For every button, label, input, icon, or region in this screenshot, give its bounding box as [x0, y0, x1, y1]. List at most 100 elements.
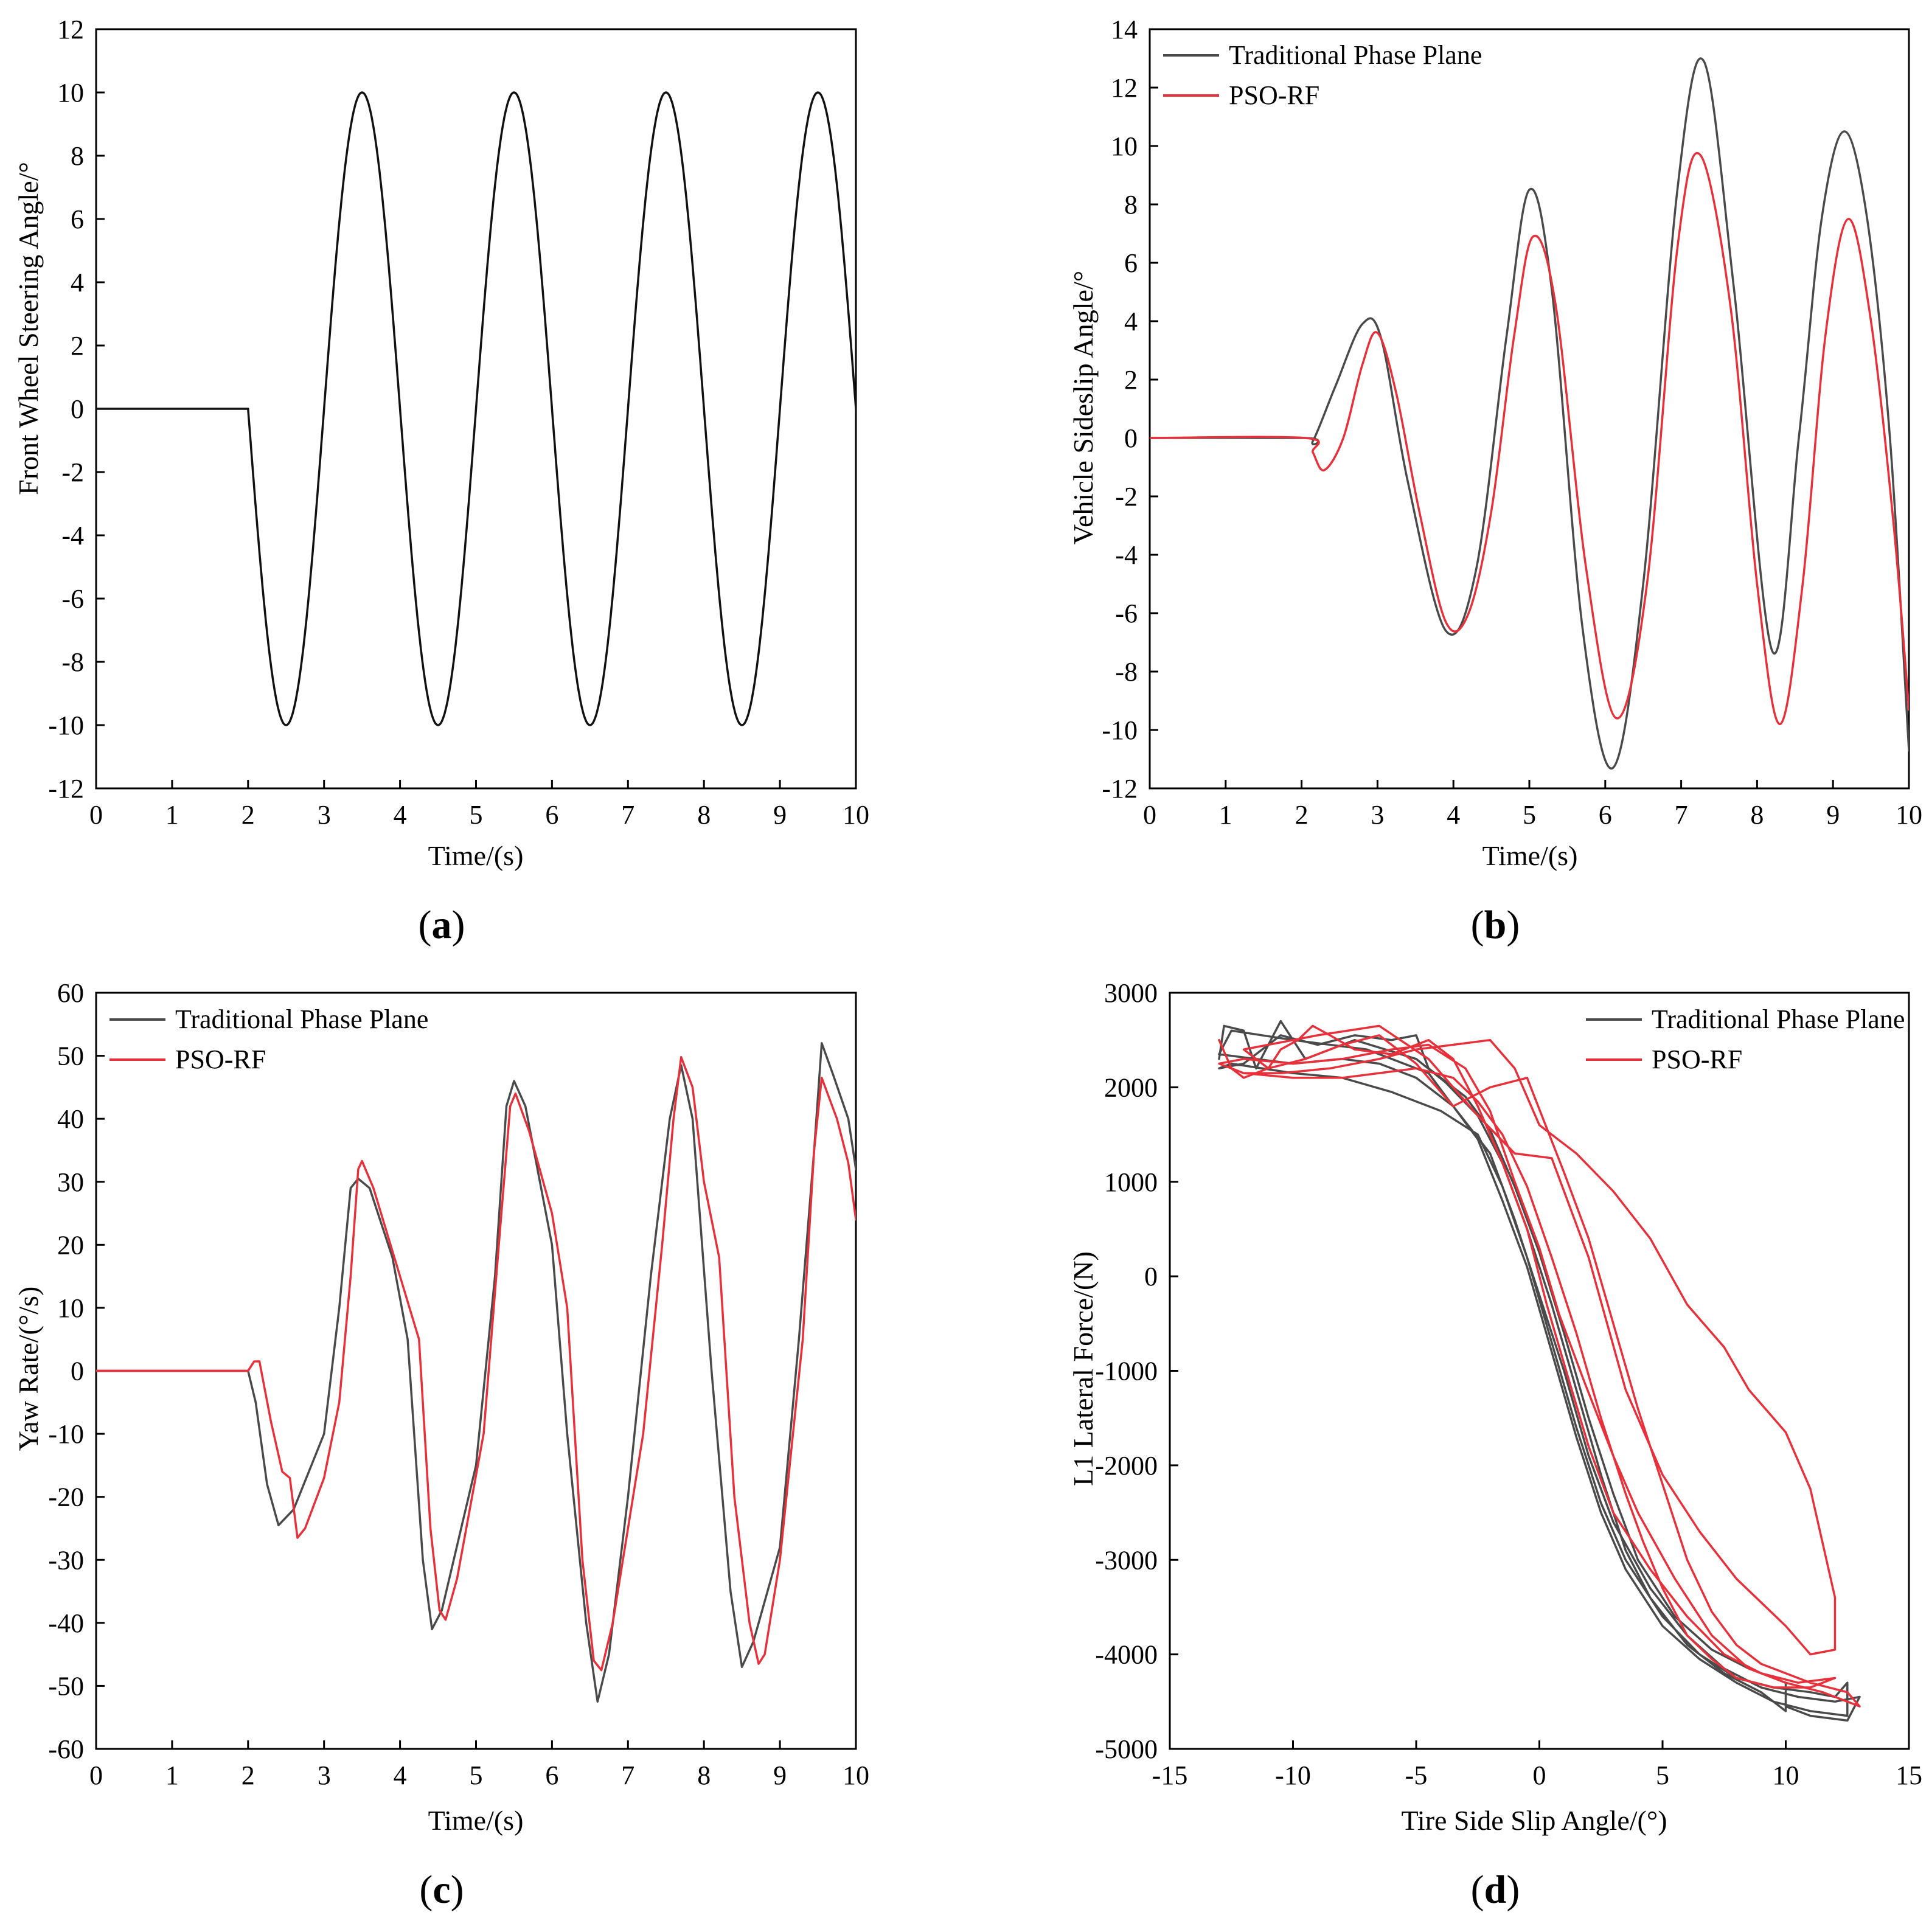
xtick-label-c: 1: [165, 1760, 179, 1790]
xtick-label-c: 4: [394, 1760, 407, 1790]
xtick-label-b: 4: [1447, 800, 1460, 830]
xtick-label-b: 9: [1826, 800, 1840, 830]
series-line-b-pso-rf: [1150, 151, 1909, 726]
xtick-label-d: 15: [1896, 1760, 1922, 1790]
xtick-label-b: 7: [1675, 800, 1688, 830]
ytick-label-b: 10: [1111, 131, 1138, 161]
ytick-label-c: 0: [71, 1357, 84, 1386]
ytick-label-a: 6: [71, 204, 84, 234]
xtick-label-a: 2: [242, 800, 255, 830]
xtick-label-b: 10: [1896, 800, 1922, 830]
ytick-label-a: -2: [61, 457, 84, 487]
xtick-label-a: 10: [843, 800, 869, 830]
xtick-label-a: 4: [394, 800, 407, 830]
ytick-label-c: -60: [48, 1734, 84, 1764]
xtick-label-c: 9: [773, 1760, 787, 1790]
xtick-label-b: 0: [1143, 800, 1156, 830]
xtick-label-a: 0: [89, 800, 103, 830]
ytick-label-a: 8: [71, 141, 84, 171]
ytick-label-d: -2000: [1095, 1451, 1158, 1481]
chart-panel-c: Yaw Rate/(°/s) Time/(s) (c) 0 1 2 3 4 5 6 7 8 9 10…: [13, 978, 869, 1912]
xtick-label-b: 2: [1295, 800, 1309, 830]
series-line-d-traditional: [1218, 1020, 1861, 1722]
legend-label-c: Traditional Phase Plane: [175, 1004, 428, 1034]
ytick-label-a: 12: [57, 15, 84, 44]
xtick-label-d: -5: [1405, 1760, 1428, 1790]
panel-label-c: (c): [419, 1868, 464, 1912]
series-group-b: [1150, 57, 1909, 770]
xtick-label-d: 10: [1773, 1760, 1799, 1790]
ytick-label-d: 2000: [1104, 1072, 1158, 1102]
ytick-label-d: -3000: [1095, 1545, 1158, 1575]
xtick-label-d: -15: [1152, 1760, 1188, 1790]
xtick-label-c: 0: [89, 1760, 103, 1790]
ytick-label-a: 10: [57, 78, 84, 108]
ytick-label-d: 0: [1144, 1262, 1158, 1291]
legend-label-b: PSO-RF: [1229, 80, 1319, 110]
ytick-label-b: 14: [1111, 15, 1138, 44]
panel-label-b: (b): [1471, 903, 1520, 947]
ytick-label-a: -4: [61, 521, 84, 551]
xtick-label-c: 5: [470, 1760, 483, 1790]
legend-label-c: PSO-RF: [175, 1044, 266, 1074]
ytick-label-b: -4: [1115, 540, 1138, 570]
panel-label-d-letter: d: [1484, 1868, 1507, 1912]
series-group-d: [1218, 1020, 1861, 1722]
xtick-label-a: 9: [773, 800, 787, 830]
xtick-label-c: 6: [545, 1760, 558, 1790]
ytick-label-d: -4000: [1095, 1640, 1158, 1670]
ytick-label-b: 12: [1111, 73, 1138, 103]
xtick-label-b: 3: [1371, 800, 1384, 830]
series-line-c-pso-rf: [96, 1055, 856, 1672]
ytick-label-a: 0: [71, 394, 84, 424]
legend-label-d: PSO-RF: [1652, 1044, 1742, 1074]
ytick-label-c: -30: [48, 1545, 84, 1575]
ytick-label-c: 60: [57, 978, 84, 1008]
ytick-label-d: 3000: [1104, 978, 1158, 1008]
series-group-a: [96, 91, 856, 726]
xtick-label-d: 0: [1533, 1760, 1546, 1790]
xtick-label-a: 6: [545, 800, 558, 830]
xtick-label-a: 7: [621, 800, 634, 830]
ytick-label-c: 10: [57, 1293, 84, 1323]
ytick-label-b: -6: [1115, 599, 1138, 628]
xtick-label-a: 3: [318, 800, 331, 830]
xtick-label-c: 7: [621, 1760, 634, 1790]
xtick-label-c: 10: [843, 1760, 869, 1790]
ytick-label-c: -20: [48, 1482, 84, 1512]
xtick-label-c: 2: [242, 1760, 255, 1790]
xtick-label-d: -10: [1275, 1760, 1311, 1790]
ytick-label-b: 0: [1124, 423, 1138, 453]
ytick-label-d: -5000: [1095, 1734, 1158, 1764]
ylabel-b: Vehicle Sideslip Angle/°: [1068, 271, 1099, 544]
series-line-a-traditional: [96, 91, 856, 726]
ylabel-a: Front Wheel Steering Angle/°: [13, 162, 44, 495]
chart-panel-a: Front Wheel Steering Angle/° Time/(s) (a…: [13, 15, 869, 947]
ytick-label-b: -12: [1102, 774, 1138, 804]
ytick-label-b: 4: [1124, 307, 1138, 336]
ytick-label-c: 40: [57, 1104, 84, 1134]
ytick-label-b: -8: [1115, 657, 1138, 687]
ytick-label-d: 1000: [1104, 1167, 1158, 1197]
panel-label-d: (d): [1471, 1868, 1520, 1912]
ytick-label-b: 8: [1124, 190, 1138, 220]
ytick-label-a: -8: [61, 647, 84, 677]
ytick-label-c: -40: [48, 1608, 84, 1638]
panel-label-a: (a): [419, 903, 465, 947]
ytick-label-a: 2: [71, 331, 84, 361]
panel-label-a-letter: a: [432, 903, 452, 947]
xtick-label-a: 5: [470, 800, 483, 830]
ytick-label-d: -1000: [1095, 1357, 1158, 1386]
xtick-label-d: 5: [1656, 1760, 1669, 1790]
legend-label-d: Traditional Phase Plane: [1652, 1004, 1905, 1034]
xtick-label-b: 8: [1750, 800, 1764, 830]
legend-label-b: Traditional Phase Plane: [1229, 40, 1482, 70]
panel-label-c-letter: c: [433, 1868, 450, 1912]
series-group-c: [96, 1042, 856, 1703]
series-line-b-traditional: [1150, 57, 1909, 770]
xlabel-b: Time/(s): [1482, 840, 1578, 871]
panel-label-b-letter: b: [1484, 903, 1507, 947]
ytick-label-b: 6: [1124, 248, 1138, 278]
